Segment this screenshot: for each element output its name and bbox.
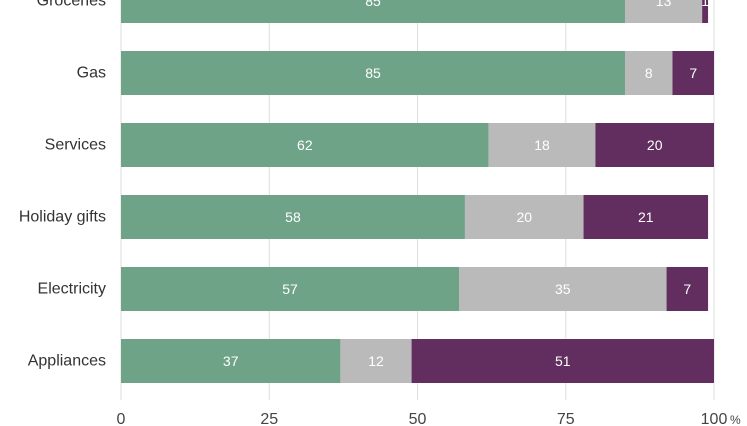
data-label: 8 xyxy=(645,65,653,81)
bar-segment xyxy=(464,195,584,239)
x-tick-label: 100 xyxy=(701,411,728,426)
bar-segment xyxy=(488,123,596,167)
x-tick-label: 25 xyxy=(260,411,278,426)
data-label: 1 xyxy=(701,0,709,9)
bar-segment xyxy=(595,123,714,167)
bar-segment xyxy=(625,0,703,23)
bar-segment xyxy=(702,0,709,23)
data-label: 13 xyxy=(656,0,672,9)
bar-segment xyxy=(121,339,341,383)
data-label: 12 xyxy=(368,353,384,369)
x-tick-label: 75 xyxy=(557,411,575,426)
data-label: 85 xyxy=(365,0,381,9)
category-labels: Groceries Gas Services Holiday gifts Electri… xyxy=(19,0,106,370)
data-label: 37 xyxy=(223,353,239,369)
bar-segment xyxy=(459,267,667,311)
data-label: 20 xyxy=(647,137,663,153)
bar-area: 85 13 1 85 8 7 62 18 20 58 20 21 57 35 7 37 12 51 xyxy=(121,0,714,383)
data-label: 20 xyxy=(516,209,532,225)
category-label: Groceries xyxy=(37,0,106,10)
bar-segment xyxy=(340,339,412,383)
bar-segment xyxy=(121,0,626,23)
bar-segment xyxy=(672,51,714,95)
bar-segment xyxy=(121,195,465,239)
category-label: Electricity xyxy=(38,281,106,298)
data-label: 57 xyxy=(282,281,298,297)
data-label: 21 xyxy=(638,209,654,225)
category-label: Holiday gifts xyxy=(19,209,106,226)
category-label: Appliances xyxy=(28,353,106,370)
data-label: 7 xyxy=(683,281,691,297)
data-label: 35 xyxy=(555,281,571,297)
bar-segment xyxy=(121,267,460,311)
bar-segment xyxy=(411,339,714,383)
data-label: 58 xyxy=(285,209,301,225)
data-label: 85 xyxy=(365,65,381,81)
x-tick-label: 0 xyxy=(117,411,126,426)
bar-segment xyxy=(121,51,626,95)
data-label: 18 xyxy=(534,137,550,153)
data-label: 7 xyxy=(689,65,697,81)
x-axis-ticks: 0 25 50 75 100 xyxy=(117,411,728,426)
data-label: 51 xyxy=(555,353,571,369)
x-axis-unit-label: % xyxy=(730,413,741,426)
category-label: Gas xyxy=(77,65,106,82)
bar-segment xyxy=(121,123,489,167)
category-label: Services xyxy=(45,137,106,154)
x-tick-label: 50 xyxy=(409,411,427,426)
bar-segment xyxy=(583,195,709,239)
data-label: 62 xyxy=(297,137,313,153)
bar-segment xyxy=(666,267,709,311)
bar-segment xyxy=(625,51,673,95)
